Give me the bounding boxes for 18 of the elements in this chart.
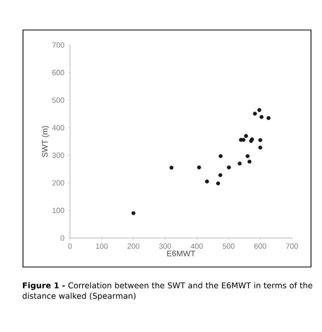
point: [131, 211, 136, 216]
point: [169, 166, 174, 170]
point: [258, 146, 262, 150]
point: [218, 154, 223, 158]
point: [260, 114, 264, 119]
point: [258, 138, 262, 142]
point: [257, 108, 262, 112]
point: [238, 162, 242, 166]
point: [244, 134, 248, 138]
point: [252, 112, 257, 116]
point: [266, 116, 271, 120]
point: [246, 154, 250, 158]
point: [216, 181, 220, 186]
point: [226, 165, 231, 170]
point: [205, 179, 210, 184]
point: [248, 160, 252, 164]
point: [218, 173, 222, 178]
point: [197, 165, 202, 170]
